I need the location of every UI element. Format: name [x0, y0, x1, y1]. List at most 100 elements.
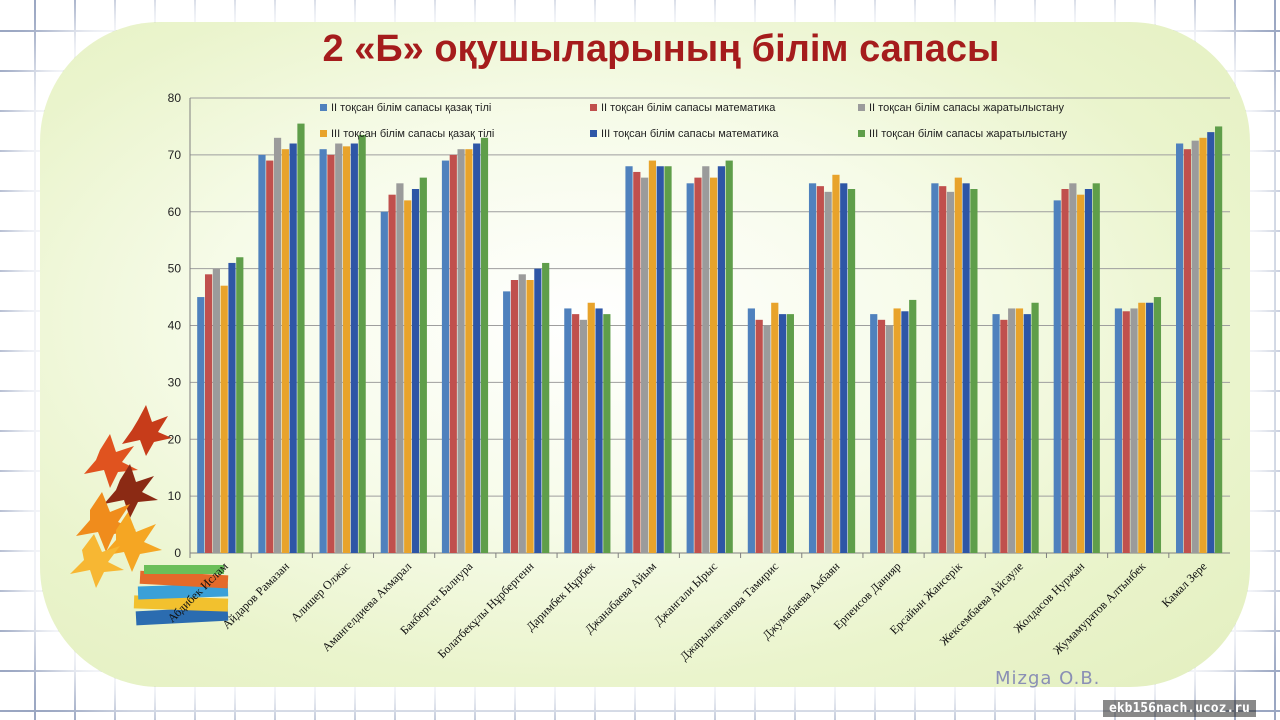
y-tick-label: 50 [168, 262, 182, 276]
bar [1191, 140, 1199, 553]
bar [648, 160, 657, 553]
bar [686, 183, 694, 553]
bar [236, 257, 244, 553]
bar [564, 308, 572, 553]
bar [1153, 297, 1162, 553]
bar [266, 160, 274, 553]
bar [901, 311, 909, 553]
bar [641, 177, 649, 553]
legend-label: ІІІ тоқсан білім сапасы математика [601, 128, 779, 140]
bar [289, 143, 297, 553]
bar [258, 154, 266, 553]
bar [870, 314, 878, 553]
leaves-decoration [60, 400, 180, 610]
bar [847, 189, 856, 553]
bar [786, 314, 794, 553]
bar [1176, 143, 1184, 553]
bar [656, 166, 664, 553]
bar [840, 183, 848, 553]
legend-label: ІІІ тоқсан білім сапасы жаратылыстану [869, 128, 1068, 140]
bar [441, 160, 450, 553]
y-tick-label: 70 [168, 148, 182, 162]
bar [587, 302, 595, 553]
bar [510, 280, 519, 553]
bar [1031, 302, 1039, 553]
legend-swatch [590, 130, 597, 137]
x-category-label: Камал Зере [1159, 559, 1210, 610]
bar [1138, 302, 1146, 553]
bar [1114, 308, 1123, 553]
bar [824, 191, 832, 553]
bar [778, 314, 787, 553]
site-watermark: ekb156nach.ucoz.ru [1103, 700, 1256, 717]
bar [595, 308, 603, 553]
bar [503, 291, 511, 553]
legend-label: ІІ тоқсан білім сапасы математика [601, 102, 776, 114]
bar [350, 143, 358, 553]
legend-swatch [858, 130, 865, 137]
bar [909, 299, 917, 553]
bar [220, 285, 228, 553]
x-category-label: Айдаров Рамазан [219, 559, 292, 632]
bar [335, 143, 343, 553]
bar [702, 166, 710, 553]
bar [1061, 189, 1069, 553]
bar [579, 319, 588, 553]
bar [197, 297, 205, 553]
legend-swatch [858, 104, 865, 111]
maple-leaf-icon [70, 405, 172, 588]
bar [526, 280, 534, 553]
y-tick-label: 60 [168, 205, 182, 219]
author-signature: Mizga O.B. [995, 668, 1101, 689]
bar [449, 154, 457, 553]
bar [281, 149, 289, 553]
bar [1069, 183, 1077, 553]
bar [1183, 149, 1192, 553]
bar [534, 268, 542, 553]
legend-swatch [590, 104, 597, 111]
bar [755, 319, 763, 553]
bar [625, 166, 633, 553]
bar [816, 186, 824, 553]
bar [273, 137, 282, 553]
bar [603, 314, 611, 553]
y-tick-label: 0 [174, 546, 181, 560]
bar [572, 314, 580, 553]
bar [1008, 308, 1016, 553]
chart-title: 2 «Б» оқушыларының білім сапасы [322, 28, 1000, 70]
bar [1023, 314, 1031, 553]
bar [633, 171, 641, 553]
bar [404, 200, 412, 553]
bar [1146, 302, 1154, 553]
bar [411, 189, 420, 553]
bar [204, 274, 213, 553]
bar [542, 262, 550, 553]
bar [1015, 308, 1024, 553]
y-tick-label: 30 [168, 375, 182, 389]
bar [1130, 308, 1138, 553]
bar [992, 314, 1000, 553]
bar [725, 160, 733, 553]
y-tick-label: 40 [168, 319, 182, 333]
bar [319, 149, 327, 553]
bar [664, 166, 672, 553]
books-icon [133, 565, 229, 626]
legend-swatch [320, 104, 327, 111]
bar [1199, 137, 1207, 553]
bar [877, 319, 886, 553]
bar [1207, 132, 1215, 553]
bar [380, 211, 388, 553]
bar [1077, 194, 1085, 553]
bar [1092, 183, 1100, 553]
bar [694, 177, 702, 553]
bar [396, 183, 404, 553]
legend-swatch [320, 130, 327, 137]
legend-label: ІІ тоқсан білім сапасы қазақ тілі [331, 102, 491, 114]
bar [419, 177, 427, 553]
bar [946, 191, 955, 553]
bar [771, 302, 779, 553]
bar [1122, 311, 1130, 553]
bar [962, 183, 970, 553]
y-tick-label: 20 [168, 432, 182, 446]
